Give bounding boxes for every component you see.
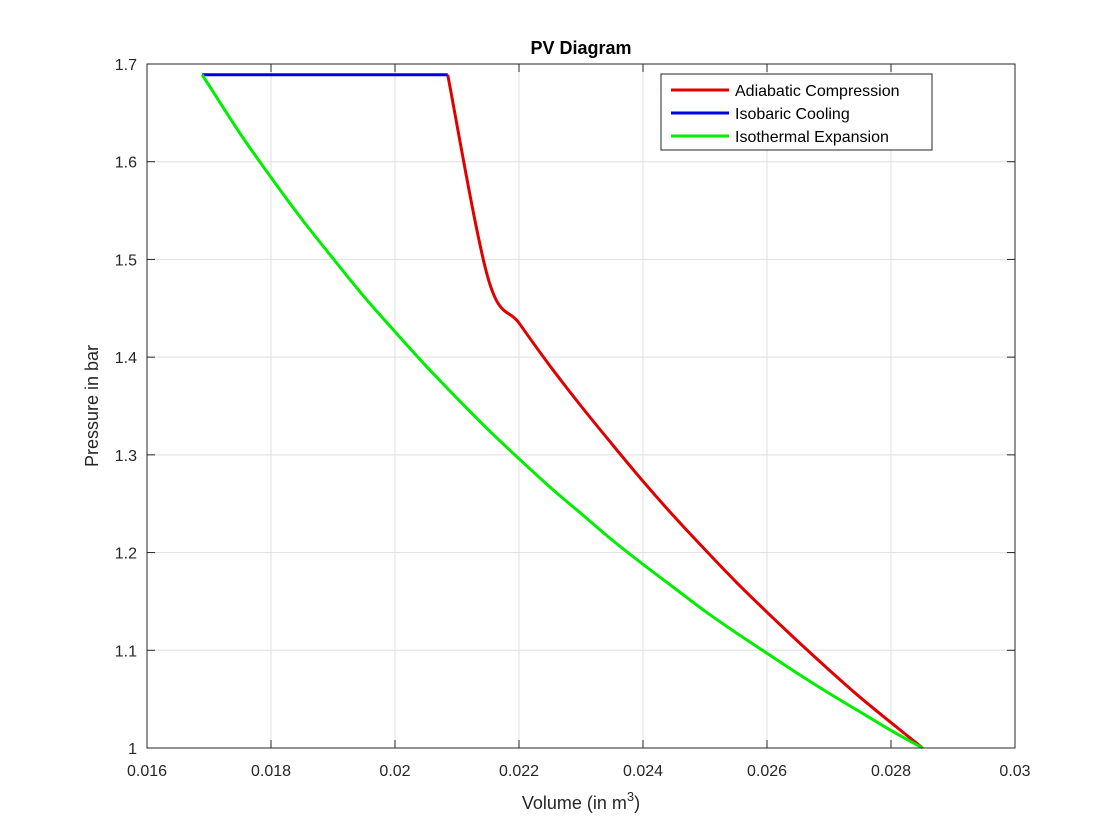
y-axis-label: Pressure in bar [82,345,102,467]
x-tick-label-0-026: 0.026 [747,763,787,780]
x-tick-label-0-018: 0.018 [251,763,291,780]
x-axis-label-prefix: Volume (in m [522,793,627,813]
legend: Adiabatic Compression Isobaric Cooling I… [660,73,933,151]
y-tick-label-1-3: 1.3 [115,448,137,465]
plot-area-frame [146,63,1016,749]
x-tick-label-0-028: 0.028 [871,763,911,780]
y-tick-label-1-7: 1.7 [115,57,137,74]
y-tick-label-1-1: 1.1 [115,643,137,660]
y-tick-label-1: 1 [128,741,137,758]
axis-ticks: 0.016 0.018 0.02 0.022 0.024 0.026 0.028 0.03 1 1… [115,57,1031,780]
legend-label-isothermal-expansion: Isothermal Expansion [735,129,889,146]
y-tick-label-1-4: 1.4 [115,350,137,367]
x-tick-label-0-03: 0.03 [999,763,1030,780]
x-tick-label-0-024: 0.024 [623,763,663,780]
x-axis-label: Volume (in m3) [522,789,640,813]
x-tick-label-0-02: 0.02 [379,763,410,780]
y-tick-label-1-6: 1.6 [115,155,137,172]
series-layer [200,73,924,750]
chart-title: PV Diagram [530,38,631,58]
series-line-adiabatic-compression [446,74,924,750]
legend-label-adiabatic-compression: Adiabatic Compression [735,83,900,100]
legend-label-isobaric-cooling: Isobaric Cooling [735,106,850,123]
y-tick-label-1-2: 1.2 [115,546,137,563]
x-axis-label-suffix: ) [634,793,640,813]
x-tick-label-0-016: 0.016 [127,763,167,780]
x-axis-label-superscript: 3 [627,789,634,804]
series-line-isothermal-expansion [200,73,924,750]
y-tick-label-1-5: 1.5 [115,252,137,269]
x-tick-label-0-022: 0.022 [499,763,539,780]
